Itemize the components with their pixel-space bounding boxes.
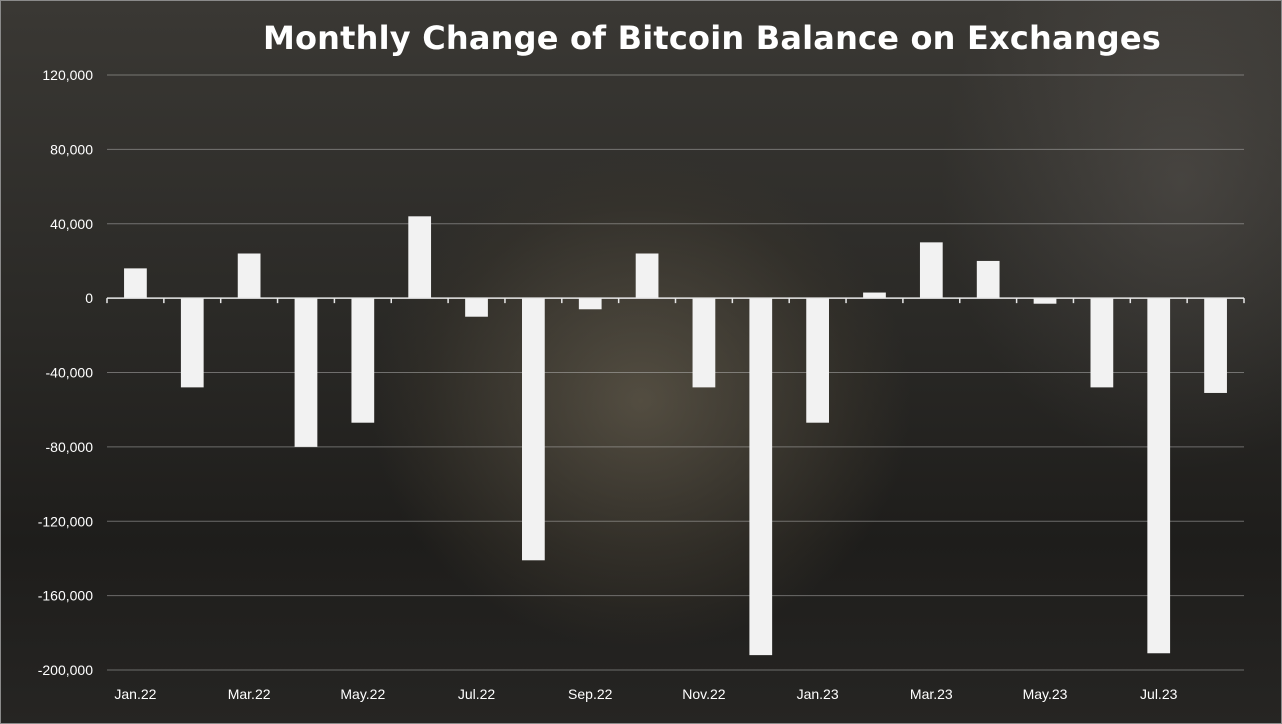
bar-may-22 — [351, 298, 375, 423]
bar-sep-22 — [578, 298, 602, 310]
x-tick-label: May.22 — [340, 686, 385, 702]
bar-dec-22 — [749, 298, 773, 656]
bar-mar-23 — [919, 242, 943, 299]
gridlines — [107, 74, 1244, 671]
bar-jul-23 — [1147, 298, 1171, 654]
y-tick-label: -40,000 — [46, 365, 94, 381]
zero-axis — [106, 297, 1245, 304]
x-tick-label: Mar.22 — [228, 686, 271, 702]
y-tick-label: 40,000 — [50, 216, 93, 232]
bar-jun-22 — [408, 216, 432, 299]
y-tick-label: -80,000 — [46, 439, 94, 455]
x-axis-ticks: Jan.22 Mar.22 May.22 Jul.22 Sep.22 Nov.22 Jan.… — [114, 686, 1177, 702]
bar-nov-22 — [692, 298, 716, 388]
bar-jun-23 — [1090, 298, 1114, 388]
x-tick-label: Nov.22 — [682, 686, 726, 702]
x-tick-label: May.23 — [1023, 686, 1068, 702]
bar-aug-22 — [522, 298, 545, 561]
y-axis-ticks: 120,000 80,000 40,000 0 -40,000 -80,000 -120,0… — [38, 67, 93, 678]
bar-apr-23 — [976, 260, 1000, 299]
bar-mar-22 — [237, 253, 261, 299]
x-tick-label: Jul.23 — [1140, 686, 1178, 702]
y-tick-label: -120,000 — [38, 513, 93, 529]
y-tick-label: -200,000 — [38, 662, 93, 678]
bar-feb-23 — [863, 292, 886, 299]
x-tick-label: Jan.23 — [797, 686, 839, 702]
bar-apr-22 — [294, 298, 318, 447]
x-tick-label: Mar.23 — [910, 686, 953, 702]
x-tick-label: Jul.22 — [458, 686, 496, 702]
y-tick-label: 80,000 — [50, 141, 93, 157]
bar-jan-22 — [124, 268, 147, 299]
bars — [124, 216, 1227, 656]
x-tick-label: Jan.22 — [114, 686, 156, 702]
bar-may-23 — [1033, 298, 1057, 304]
bar-aug-23 — [1204, 298, 1227, 393]
bar-oct-22 — [635, 253, 659, 299]
bar-feb-22 — [180, 298, 204, 388]
bar-jul-22 — [465, 298, 488, 317]
bar-jan-23 — [806, 298, 829, 423]
y-tick-label: -160,000 — [38, 588, 93, 604]
y-tick-label: 120,000 — [42, 67, 93, 83]
x-tick-label: Sep.22 — [568, 686, 613, 702]
y-tick-label: 0 — [85, 290, 93, 306]
chart-title: Monthly Change of Bitcoin Balance on Exc… — [262, 19, 1162, 57]
